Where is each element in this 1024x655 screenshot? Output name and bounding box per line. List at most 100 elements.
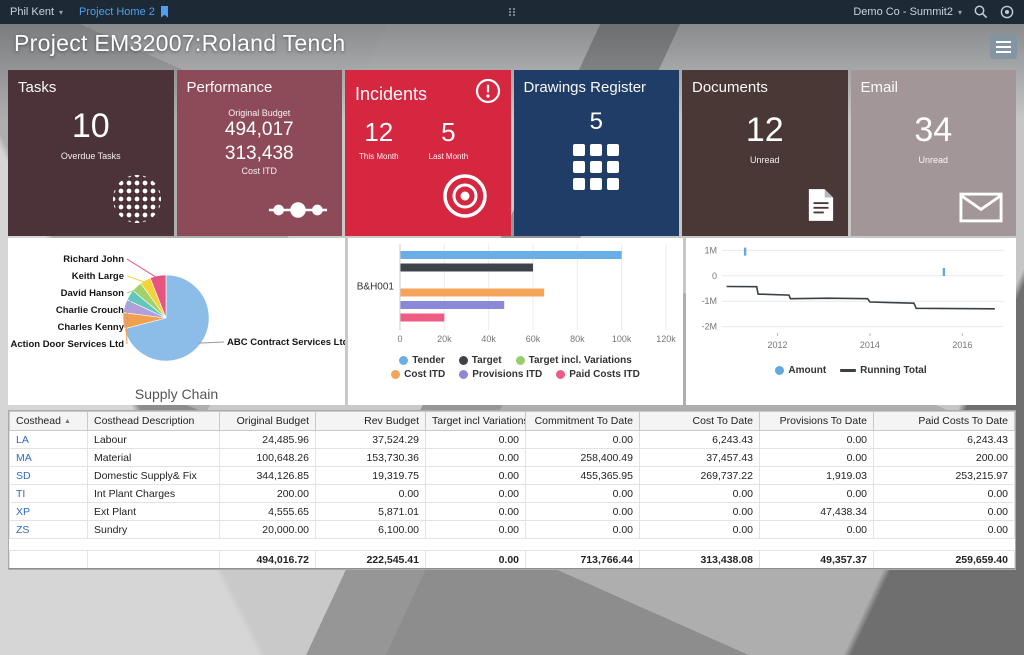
legend-label: Target [471, 355, 502, 366]
x-tick-label: 2016 [952, 340, 972, 350]
costhead-link[interactable]: SD [9, 466, 88, 485]
incidents-this-month: 12 [364, 117, 394, 147]
profile-icon[interactable] [1000, 5, 1014, 19]
costs-bar-chart[interactable]: 0 20k 40k 60k 80k 100k 120k B&H001 [348, 238, 683, 348]
legend-label: Cost ITD [404, 369, 446, 380]
bar[interactable] [400, 301, 505, 309]
bar[interactable] [400, 313, 445, 322]
tile-drawings-register[interactable]: Drawings Register 5 [513, 70, 679, 236]
incidents-last-month: 5 [441, 117, 456, 147]
caret-down-icon: ▾ [59, 7, 64, 17]
costhead-table-wrap: Costhead ▲ Costhead Description Original Bu… [8, 410, 1016, 570]
table-row: TI Int Plant Charges 200.00 0.00 0.00 0.00 0.0… [9, 484, 1015, 503]
bar[interactable] [400, 263, 533, 272]
legend-item[interactable]: Amount [775, 365, 826, 376]
table-row: ZS Sundry 20,000.00 6,100.00 0.00 0.00 0.00 0.0… [9, 520, 1015, 539]
x-tick-label: 0 [397, 334, 402, 344]
tile-title: Incidents [355, 84, 428, 104]
account-label: Demo Co - Summit2 [853, 6, 953, 18]
nav-project-home[interactable]: Project Home 2 [79, 6, 169, 18]
column-header[interactable]: Paid Costs To Date [873, 411, 1015, 431]
cell: 0.00 [525, 502, 640, 521]
column-header[interactable]: Cost To Date [639, 411, 760, 431]
cell: 0.00 [315, 484, 426, 503]
hamburger-menu-button[interactable] [990, 34, 1017, 59]
table-row: LA Labour 24,485.96 37,524.29 0.00 0.00 6,243.… [9, 430, 1015, 449]
column-header[interactable]: Rev Budget [315, 411, 426, 431]
total-cell: 0.00 [425, 550, 526, 569]
x-tick-label: 20k [437, 334, 452, 344]
costhead-link[interactable]: TI [9, 484, 88, 503]
legend-item[interactable]: Target incl. Variations [515, 355, 632, 366]
pie-label: David Hanson [61, 288, 125, 299]
legend-item[interactable]: Target [458, 355, 502, 366]
documents-label: Unread [749, 155, 780, 166]
email-count: 34 [914, 111, 953, 149]
pie-label: Keith Large [72, 271, 124, 282]
amount-marker[interactable] [942, 268, 946, 276]
bar[interactable] [400, 251, 622, 259]
tile-email[interactable]: Email 34 Unread [850, 70, 1016, 236]
legend-line-marker [840, 369, 857, 372]
documents-count: 12 [745, 111, 784, 149]
costhead-link[interactable]: LA [9, 430, 88, 449]
cashflow-line-chart[interactable]: 1M 0 -1M -2M 2012 2014 2016 [686, 238, 1016, 358]
legend-item[interactable]: Provisions ITD [459, 369, 542, 380]
cell: 100,648.26 [219, 448, 316, 467]
supply-chain-pie-chart[interactable]: Action Door Services Ltd Charles Kenny Cha… [8, 238, 345, 386]
cell: 0.00 [425, 502, 526, 521]
costhead-link[interactable]: MA [9, 448, 88, 467]
bookmark-icon [160, 6, 168, 18]
pie-label: Richard John [63, 254, 124, 265]
column-header[interactable]: Costhead ▲ [9, 411, 88, 431]
column-header[interactable]: Costhead Description [87, 411, 220, 431]
table-header-row: Costhead ▲ Costhead Description Original Bu… [9, 411, 1015, 431]
column-header[interactable]: Target incl Variations [425, 411, 526, 431]
leader-line [125, 320, 128, 345]
legend-item[interactable]: Cost ITD [391, 369, 445, 380]
bar[interactable] [400, 288, 545, 297]
legend-dot-marker [458, 356, 468, 365]
column-header[interactable]: Original Budget [219, 411, 316, 431]
top-navigation-bar: Phil Kent ▾ Project Home 2 Demo Co - Sum… [0, 0, 1024, 24]
cell: 0.00 [873, 502, 1015, 521]
total-cell [87, 550, 220, 569]
running-total-line[interactable] [726, 285, 995, 310]
cell: 0.00 [525, 430, 640, 449]
pie-slice[interactable] [149, 274, 167, 319]
cell: 6,243.43 [639, 430, 760, 449]
column-header[interactable]: Commitment To Date [525, 411, 640, 431]
y-tick-label: 1M [704, 245, 717, 255]
tile-tasks[interactable]: Tasks 10 Overdue Tasks [8, 70, 174, 236]
costhead-link[interactable]: ZS [9, 520, 88, 539]
total-cell: 494,016.72 [219, 550, 316, 569]
tile-title: Email [860, 79, 899, 96]
chart-panels: Action Door Services Ltd Charles Kenny Cha… [8, 238, 1016, 405]
costhead-link[interactable]: XP [9, 502, 88, 521]
tile-documents[interactable]: Documents 12 Unread [682, 70, 848, 236]
user-menu[interactable]: Phil Kent ▾ [10, 6, 63, 18]
dot-matrix-circle-icon [112, 175, 161, 223]
account-menu[interactable]: Demo Co - Summit2 ▾ [853, 6, 962, 18]
column-header[interactable]: Provisions To Date [759, 411, 874, 431]
legend-dot-marker [775, 366, 785, 375]
search-icon[interactable] [974, 5, 988, 19]
cell: 0.00 [425, 448, 526, 467]
tile-performance[interactable]: Performance Original Budget 494,017 313,… [176, 70, 342, 236]
pie-label: Action Door Services Ltd [11, 339, 125, 350]
pie-slice[interactable] [124, 274, 210, 362]
cell: 0.00 [873, 484, 1015, 503]
legend-item[interactable]: Paid Costs ITD [556, 369, 640, 380]
legend-label: Tender [412, 355, 445, 366]
tile-incidents[interactable]: Incidents 12 This Month 5 Last Month [345, 70, 511, 236]
total-cell: 49,357.37 [759, 550, 874, 569]
grip-icon[interactable] [508, 7, 517, 17]
x-tick-label: 2014 [860, 340, 880, 350]
legend-item[interactable]: Running Total [840, 365, 927, 376]
cell: 37,457.43 [639, 448, 760, 467]
legend-item[interactable]: Tender [399, 355, 445, 366]
amount-marker[interactable] [743, 247, 747, 256]
y-tick-label: -2M [702, 322, 718, 332]
envelope-icon [959, 192, 1003, 223]
